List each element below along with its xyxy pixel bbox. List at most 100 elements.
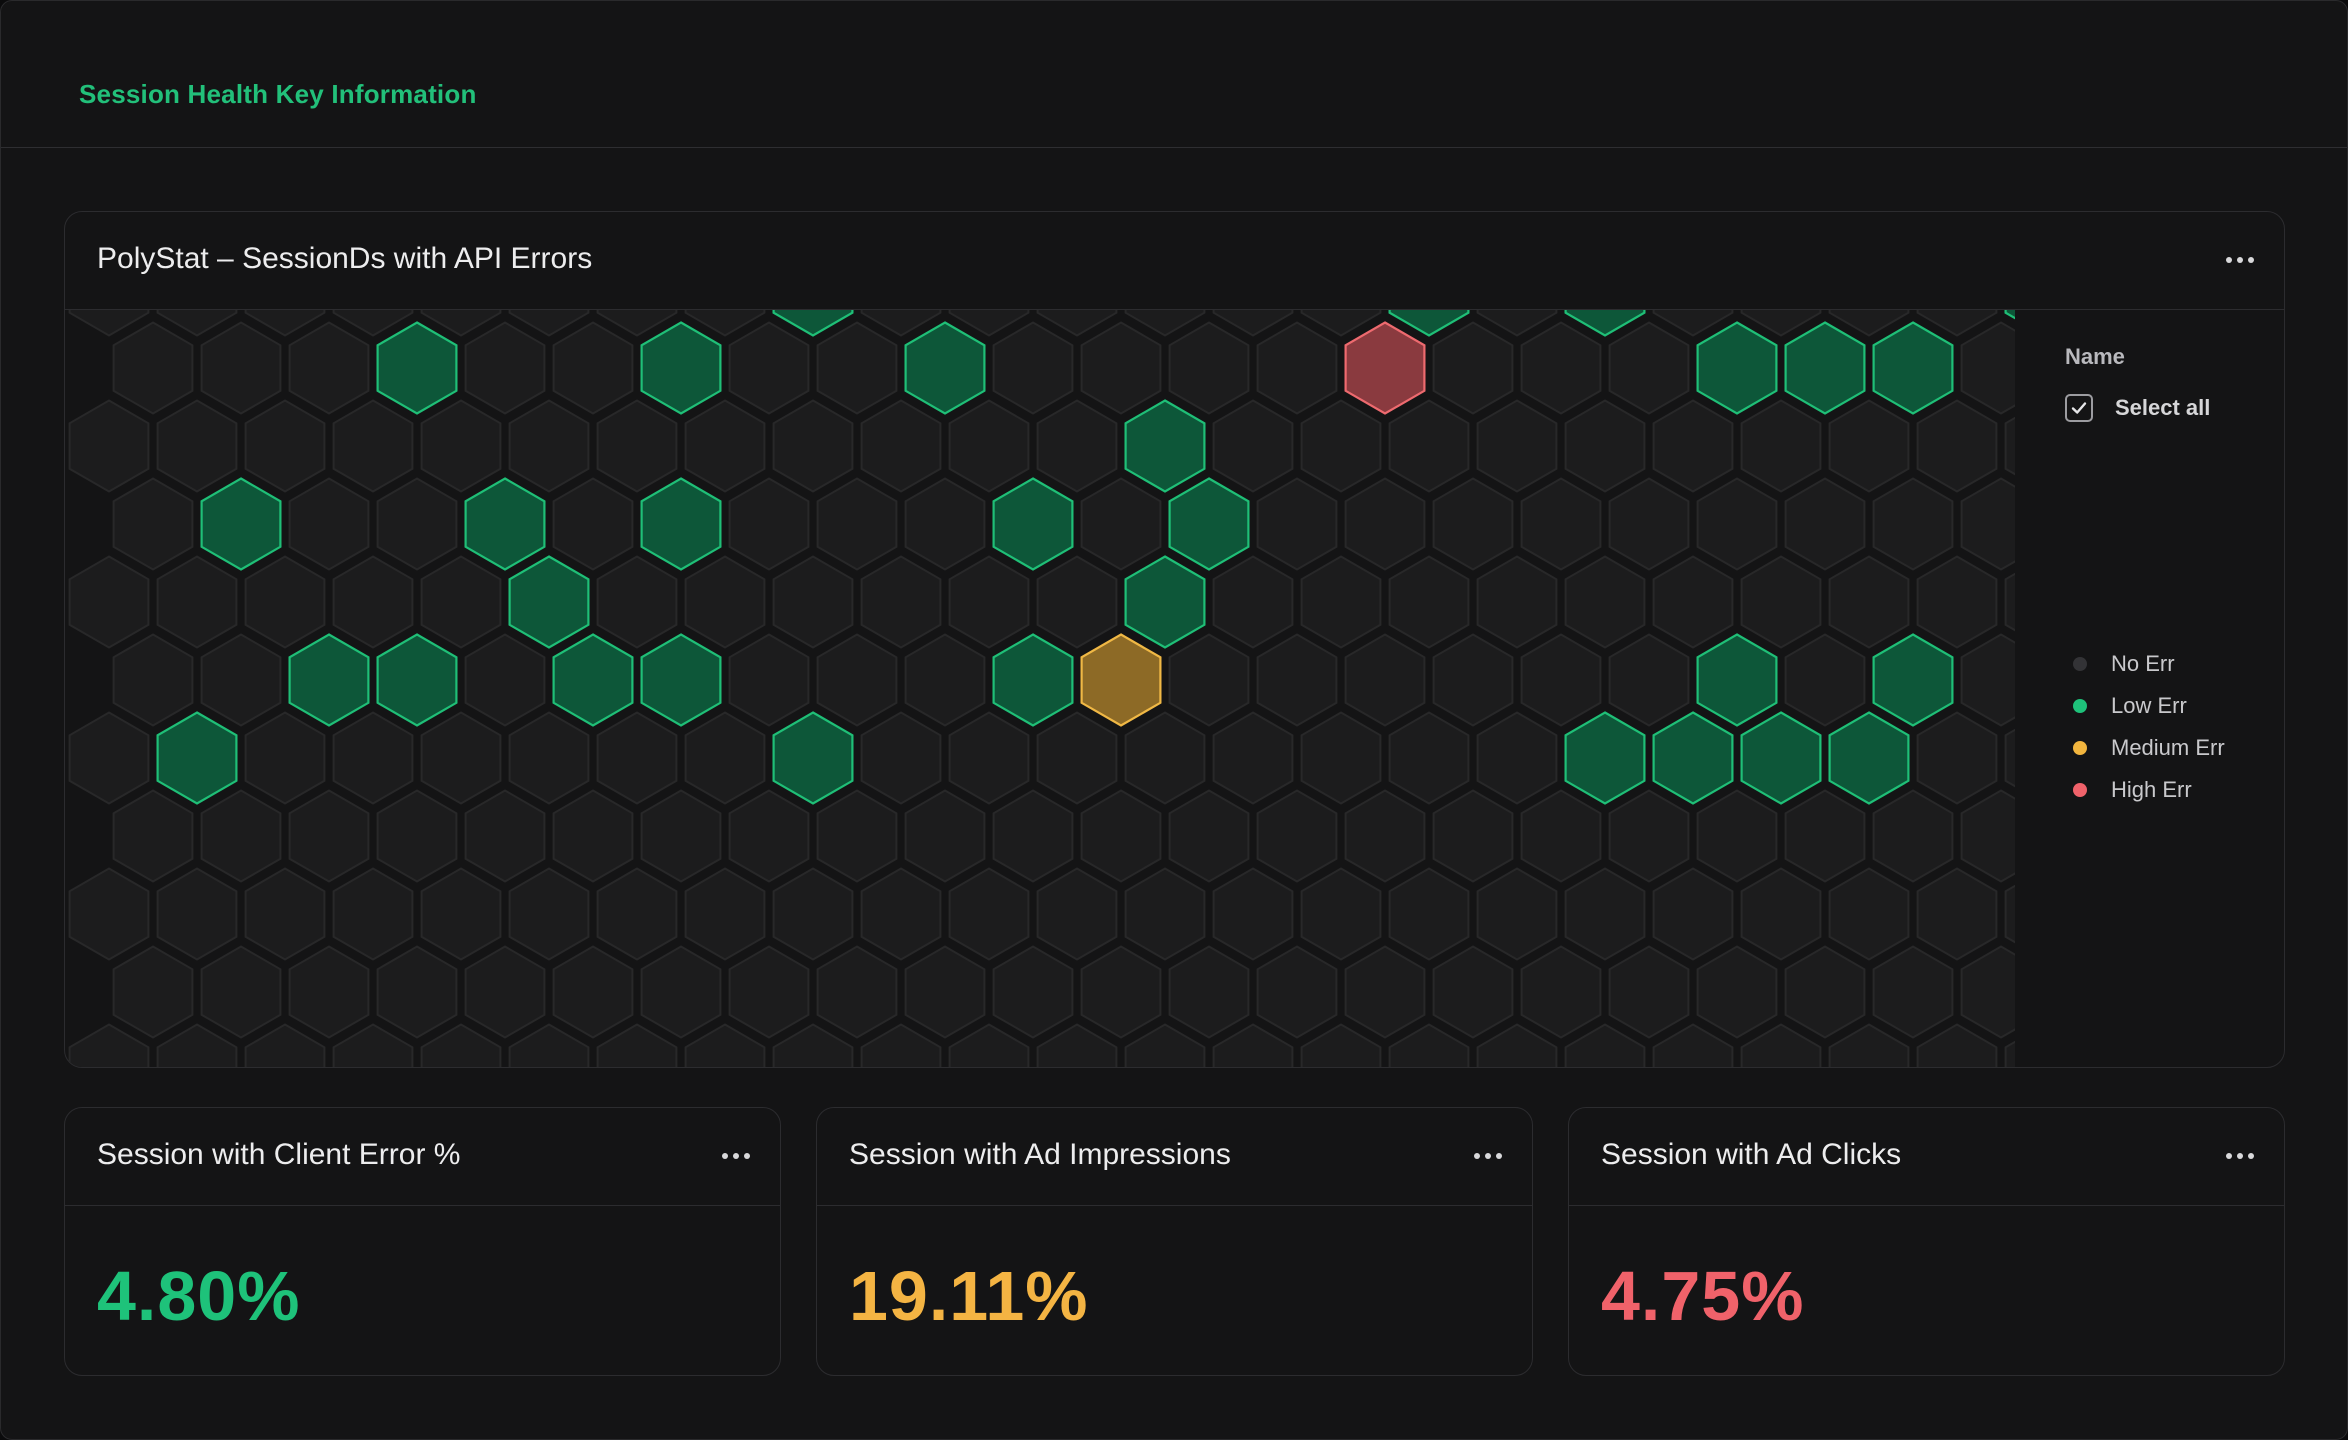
hex-low-err[interactable]	[1828, 711, 1910, 805]
panel-title: Session with Ad Impressions	[849, 1138, 1231, 1171]
hex-no-err	[684, 711, 766, 805]
hexmap-chart	[68, 310, 2015, 1067]
hex-no-err	[1520, 945, 1602, 1039]
hex-no-err	[1828, 555, 1910, 649]
hex-no-err	[1916, 1023, 1998, 1067]
hex-low-err[interactable]	[1872, 321, 1954, 415]
hex-low-err[interactable]	[288, 633, 370, 727]
hex-no-err	[156, 310, 238, 337]
panel-title: Session with Ad Clicks	[1601, 1138, 1902, 1171]
hex-medium-err[interactable]	[1080, 633, 1162, 727]
hex-low-err[interactable]	[1124, 555, 1206, 649]
panel-menu-button[interactable]	[2214, 1130, 2266, 1182]
hex-no-err	[992, 321, 1074, 415]
hex-no-err	[332, 711, 414, 805]
hex-no-err	[1036, 711, 1118, 805]
hex-no-err	[684, 310, 766, 337]
hex-no-err	[376, 789, 458, 883]
hex-no-err	[948, 1023, 1030, 1067]
checkbox[interactable]	[2065, 394, 2093, 422]
legend-item-no-err[interactable]: No Err	[2065, 649, 2175, 679]
hex-low-err[interactable]	[904, 321, 986, 415]
hex-no-err	[1696, 945, 1778, 1039]
hex-no-err	[684, 867, 766, 961]
hex-no-err	[1300, 310, 1382, 337]
hex-low-err[interactable]	[992, 477, 1074, 571]
hex-low-err[interactable]	[2004, 310, 2015, 336]
hex-low-err[interactable]	[1652, 711, 1734, 805]
hex-no-err	[1916, 867, 1998, 961]
hex-low-err[interactable]	[508, 555, 590, 649]
hex-no-err	[1036, 399, 1118, 493]
more-icon	[1474, 1153, 1502, 1159]
hex-no-err	[288, 945, 370, 1039]
hex-low-err[interactable]	[1740, 711, 1822, 805]
hex-low-err[interactable]	[1784, 321, 1866, 415]
legend-item-medium-err[interactable]: Medium Err	[2065, 733, 2225, 763]
select-all-toggle[interactable]: Select all	[2065, 392, 2210, 424]
hex-no-err	[1652, 1023, 1734, 1067]
hex-low-err[interactable]	[640, 477, 722, 571]
hex-no-err	[1432, 789, 1514, 883]
hex-no-err	[1960, 633, 2015, 727]
hex-no-err	[1828, 310, 1910, 337]
hex-no-err	[1828, 1023, 1910, 1067]
hex-no-err	[1168, 789, 1250, 883]
hex-no-err	[816, 633, 898, 727]
legend-item-label: Medium Err	[2111, 735, 2225, 760]
hex-low-err[interactable]	[772, 310, 854, 337]
hex-no-err	[1652, 867, 1734, 961]
hex-low-err[interactable]	[200, 477, 282, 571]
hex-low-err[interactable]	[772, 711, 854, 805]
legend-item-low-err[interactable]: Low Err	[2065, 691, 2187, 721]
hex-no-err	[1960, 477, 2015, 571]
hex-low-err[interactable]	[1564, 310, 1646, 337]
hex-low-err[interactable]	[1168, 477, 1250, 571]
hex-no-err	[508, 399, 590, 493]
hex-no-err	[860, 310, 942, 337]
hex-low-err[interactable]	[1124, 399, 1206, 493]
hex-no-err	[68, 310, 150, 337]
panel-menu-button[interactable]	[1462, 1130, 1514, 1182]
hex-low-err[interactable]	[156, 711, 238, 805]
panel-menu-button[interactable]	[710, 1130, 762, 1182]
hex-no-err	[1344, 945, 1426, 1039]
hex-low-err[interactable]	[1696, 321, 1778, 415]
hex-low-err[interactable]	[552, 633, 634, 727]
hex-no-err	[552, 321, 634, 415]
hex-no-err	[1080, 321, 1162, 415]
hex-no-err	[1256, 789, 1338, 883]
hex-no-err	[1476, 555, 1558, 649]
hex-no-err	[1652, 399, 1734, 493]
hex-no-err	[552, 789, 634, 883]
hex-no-err	[772, 1023, 854, 1067]
hex-no-err	[508, 867, 590, 961]
hex-no-err	[1564, 867, 1646, 961]
hex-no-err	[464, 633, 546, 727]
legend-item-high-err[interactable]: High Err	[2065, 775, 2192, 805]
hex-low-err[interactable]	[1696, 633, 1778, 727]
hex-high-err[interactable]	[1344, 321, 1426, 415]
hex-low-err[interactable]	[1564, 711, 1646, 805]
hex-low-err[interactable]	[640, 633, 722, 727]
hex-no-err	[1344, 789, 1426, 883]
hex-no-err	[200, 321, 282, 415]
hex-low-err[interactable]	[376, 321, 458, 415]
hex-low-err[interactable]	[1872, 633, 1954, 727]
hex-low-err[interactable]	[1388, 310, 1470, 337]
hex-no-err	[992, 789, 1074, 883]
hex-low-err[interactable]	[640, 321, 722, 415]
hex-low-err[interactable]	[992, 633, 1074, 727]
hex-low-err[interactable]	[464, 477, 546, 571]
hex-no-err	[420, 1023, 502, 1067]
hex-low-err[interactable]	[376, 633, 458, 727]
dashboard-header: Session Health Key Information	[1, 1, 2347, 148]
hex-no-err	[1388, 1023, 1470, 1067]
more-icon	[722, 1153, 750, 1159]
hex-no-err	[728, 945, 810, 1039]
hex-no-err	[1476, 399, 1558, 493]
hex-no-err	[112, 321, 194, 415]
hex-no-err	[1564, 399, 1646, 493]
hex-no-err	[1388, 555, 1470, 649]
panel-menu-button[interactable]	[2214, 234, 2266, 286]
